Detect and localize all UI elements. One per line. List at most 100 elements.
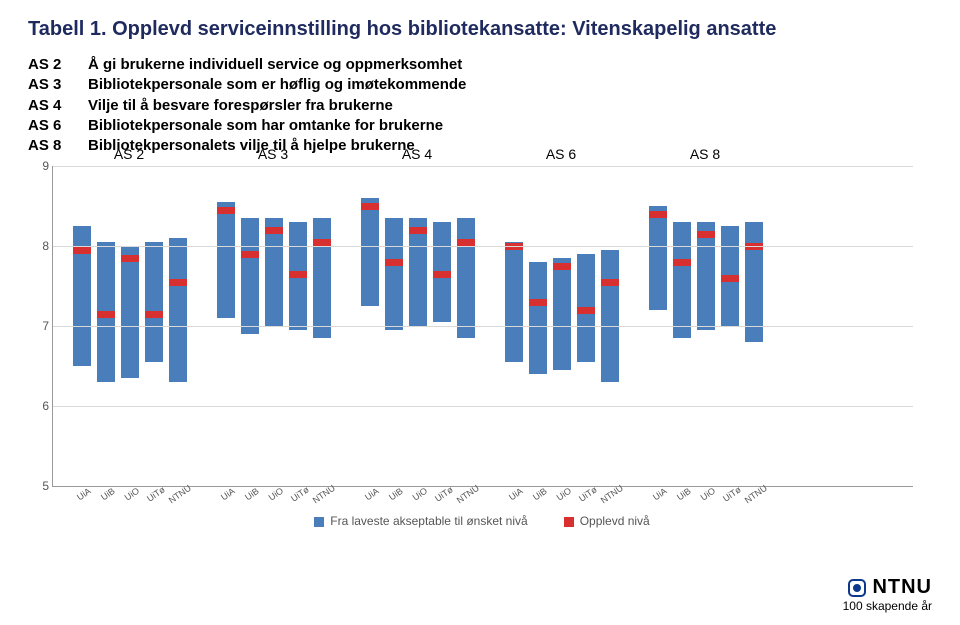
bar-observed-marker xyxy=(457,239,475,246)
y-tick-label: 5 xyxy=(33,479,49,493)
bar-range xyxy=(241,218,259,334)
bar-range xyxy=(169,238,187,382)
bar-observed-marker xyxy=(169,279,187,286)
definition-key: AS 6 xyxy=(28,116,88,136)
group-label: AS 4 xyxy=(402,146,432,162)
bar-range xyxy=(649,206,667,310)
bar-observed-marker xyxy=(121,255,139,262)
legend-swatch xyxy=(314,517,324,527)
category-label: UiO xyxy=(267,486,285,503)
definition-value: Vilje til å besvare forespørsler fra bru… xyxy=(88,96,393,116)
category-label: UiA xyxy=(75,486,93,503)
definition-row: AS 4Vilje til å besvare forespørsler fra… xyxy=(28,96,932,116)
definition-row: AS 2Å gi brukerne individuell service og… xyxy=(28,55,932,75)
bar-observed-marker xyxy=(409,227,427,234)
ntnu-brand: NTNU xyxy=(872,576,932,599)
definitions-table: AS 2Å gi brukerne individuell service og… xyxy=(28,55,932,156)
bar-range xyxy=(385,218,403,330)
definition-key: AS 2 xyxy=(28,55,88,75)
y-tick-label: 9 xyxy=(33,159,49,173)
category-label: UiTø xyxy=(721,485,743,504)
ntnu-icon xyxy=(848,579,866,597)
category-label: UiTø xyxy=(433,485,455,504)
bar-observed-marker xyxy=(241,251,259,258)
bar-range xyxy=(121,246,139,378)
y-tick-label: 6 xyxy=(33,399,49,413)
definition-row: AS 3Bibliotekpersonale som er høflig og … xyxy=(28,75,932,95)
bar-range xyxy=(313,218,331,338)
category-label: UiA xyxy=(651,486,669,503)
bar-observed-marker xyxy=(673,259,691,266)
gridline xyxy=(53,326,913,327)
bar-range xyxy=(673,222,691,338)
bar-range xyxy=(553,258,571,370)
group-label: AS 3 xyxy=(258,146,288,162)
bar-observed-marker xyxy=(145,311,163,318)
gridline xyxy=(53,166,913,167)
bar-range xyxy=(457,218,475,338)
definition-value: Å gi brukerne individuell service og opp… xyxy=(88,55,462,75)
bar-observed-marker xyxy=(649,211,667,218)
category-label: UiO xyxy=(699,486,717,503)
page-title: Tabell 1. Opplevd serviceinnstilling hos… xyxy=(28,18,932,41)
group-label: AS 2 xyxy=(114,146,144,162)
category-label: UiO xyxy=(555,486,573,503)
category-label: UiA xyxy=(507,486,525,503)
definition-value: Bibliotekpersonale som har omtanke for b… xyxy=(88,116,443,136)
category-label: NTNU xyxy=(455,483,481,506)
legend-swatch xyxy=(564,517,574,527)
y-tick-label: 8 xyxy=(33,239,49,253)
bar-observed-marker xyxy=(529,299,547,306)
bar-observed-marker xyxy=(313,239,331,246)
bar-range xyxy=(505,242,523,362)
gridline xyxy=(53,246,913,247)
bar-range xyxy=(529,262,547,374)
bar-observed-marker xyxy=(553,263,571,270)
bar-observed-marker xyxy=(217,207,235,214)
legend-item: Opplevd nivå xyxy=(564,514,650,528)
category-label: UiB xyxy=(243,486,261,503)
group-label: AS 6 xyxy=(546,146,576,162)
definition-row: AS 6Bibliotekpersonale som har omtanke f… xyxy=(28,116,932,136)
category-label: NTNU xyxy=(167,483,193,506)
group-label: AS 8 xyxy=(690,146,720,162)
category-label: UiB xyxy=(675,486,693,503)
bar-range xyxy=(265,218,283,326)
category-label: UiB xyxy=(99,486,117,503)
category-label: UiO xyxy=(411,486,429,503)
category-label: NTNU xyxy=(311,483,337,506)
definition-key: AS 3 xyxy=(28,75,88,95)
category-label: UiB xyxy=(387,486,405,503)
bar-observed-marker xyxy=(385,259,403,266)
chart: AS 2AS 3AS 4AS 6AS 8 56789 UiAUiBUiOUiTø… xyxy=(28,166,932,526)
ntnu-tagline: 100 skapende år xyxy=(843,599,932,613)
bar-range xyxy=(217,202,235,318)
bar-range xyxy=(145,242,163,362)
bar-observed-marker xyxy=(73,247,91,254)
bar-observed-marker xyxy=(577,307,595,314)
legend-label: Opplevd nivå xyxy=(580,514,650,528)
category-label: NTNU xyxy=(743,483,769,506)
chart-legend: Fra laveste akseptable til ønsket nivå Op… xyxy=(52,514,912,528)
category-label: UiO xyxy=(123,486,141,503)
definition-key: AS 4 xyxy=(28,96,88,116)
legend-item: Fra laveste akseptable til ønsket nivå xyxy=(314,514,527,528)
category-label: UiTø xyxy=(577,485,599,504)
category-label: UiA xyxy=(219,486,237,503)
bar-range xyxy=(601,250,619,382)
bar-range xyxy=(697,222,715,330)
bar-observed-marker xyxy=(721,275,739,282)
bar-range xyxy=(745,222,763,342)
category-label: NTNU xyxy=(599,483,625,506)
category-label: UiA xyxy=(363,486,381,503)
legend-label: Fra laveste akseptable til ønsket nivå xyxy=(330,514,527,528)
bar-range xyxy=(409,218,427,326)
definition-value: Bibliotekpersonale som er høflig og imøt… xyxy=(88,75,466,95)
bar-observed-marker xyxy=(361,203,379,210)
bar-observed-marker xyxy=(289,271,307,278)
bar-observed-marker xyxy=(697,231,715,238)
bar-observed-marker xyxy=(601,279,619,286)
category-label: UiTø xyxy=(289,485,311,504)
bar-observed-marker xyxy=(433,271,451,278)
y-tick-label: 7 xyxy=(33,319,49,333)
